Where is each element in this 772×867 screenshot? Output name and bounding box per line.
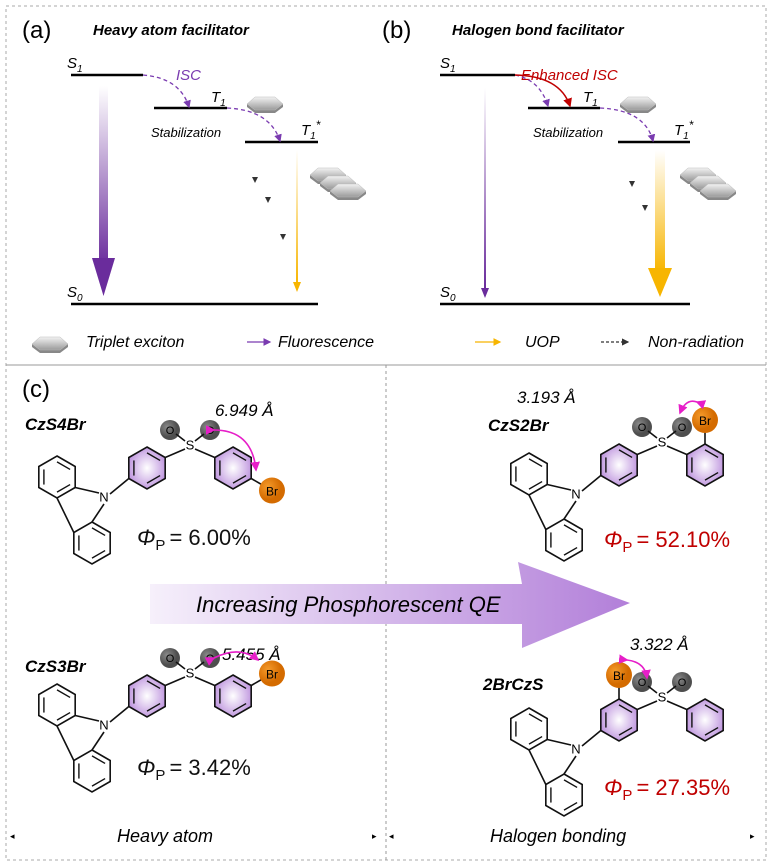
legend-fluorescence-label: Fluorescence xyxy=(278,334,374,351)
oxygen-atom-sphere xyxy=(672,417,692,437)
uop-arrow-shaft xyxy=(296,150,298,285)
sulfur-atom: S xyxy=(658,435,667,450)
isc-arrow xyxy=(514,74,550,108)
triplet-exciton-stack-icon xyxy=(309,167,367,200)
distance-arrow xyxy=(205,425,260,472)
enhanced-isc-label: Enhanced ISC xyxy=(521,67,618,84)
molecule-2BrCzS: N SO O Br 2BrCzS 3.322 Å ΦP = 27.35% xyxy=(482,635,730,817)
bromine-atom-sphere xyxy=(258,477,285,504)
oxygen-atom-sphere xyxy=(160,420,180,440)
sulfur-atom: S xyxy=(186,438,195,453)
legend-triplet-label: Triplet exciton xyxy=(86,334,185,351)
t1-label: T1 xyxy=(583,89,598,109)
legend-nonrad-label: Non-radiation xyxy=(648,334,744,351)
nitrogen-atom: N xyxy=(571,742,580,757)
distance-label: 5.455 Å xyxy=(222,645,281,664)
t1star-label: T1* xyxy=(674,118,694,142)
heavy-atom-caption: Heavy atom xyxy=(117,826,213,846)
bromine-atom-label: Br xyxy=(266,668,278,682)
oxygen-atom-sphere xyxy=(632,417,652,437)
stabilization-label: Stabilization xyxy=(533,125,603,140)
increasing-qe-label: Increasing Phosphorescent QE xyxy=(196,592,501,617)
left-range-arrow-right: ▸ xyxy=(372,831,377,841)
quantum-yield: ΦP = 3.42% xyxy=(137,755,251,784)
nitrogen-atom: N xyxy=(99,718,108,733)
fluorescence-arrow-shaft xyxy=(484,88,486,288)
s1-label: S1 xyxy=(440,55,456,75)
sulfur-atom: S xyxy=(186,666,195,681)
legend-triplet-exciton-icon xyxy=(31,336,69,353)
halogen-bonding-caption: Halogen bonding xyxy=(490,826,626,846)
distance-label: 3.193 Å xyxy=(517,388,576,407)
panel-a: (a) Heavy atom facilitator S1 T1 T1* S0 … xyxy=(22,17,367,306)
distance-label: 6.949 Å xyxy=(215,401,274,420)
distance-label: 3.322 Å xyxy=(630,635,689,654)
molecule-name: CzS4Br xyxy=(25,415,87,434)
isc-label: ISC xyxy=(176,67,201,84)
right-range-arrow-left: ◂ xyxy=(389,831,394,841)
oxygen-atom-label: O xyxy=(638,422,647,434)
s0-label: S0 xyxy=(67,284,83,304)
s1-label: S1 xyxy=(67,55,83,75)
oxygen-atom-label: O xyxy=(678,677,687,689)
quantum-yield: ΦP = 52.10% xyxy=(604,527,730,556)
oxygen-atom-label: O xyxy=(206,425,215,437)
oxygen-atom-label: O xyxy=(206,653,215,665)
enhanced-isc-arrow xyxy=(514,74,572,108)
bromine-atom-sphere xyxy=(258,660,285,687)
increasing-qe-arrow xyxy=(150,562,630,648)
oxygen-atom-label: O xyxy=(638,677,647,689)
molecule-CzS4Br: N SO O Br CzS4Br 6.949 Å ΦP = 6.00% xyxy=(25,401,285,565)
left-range-arrow-left: ◂ xyxy=(10,831,15,841)
panel-b-label: (b) xyxy=(382,17,411,44)
molecule-name: CzS3Br xyxy=(25,657,87,676)
oxygen-atom-label: O xyxy=(166,653,175,665)
fluorescence-arrow-shaft xyxy=(99,86,108,266)
panel-b: (b) Halogen bond facilitator S1 T1 T1* S… xyxy=(382,17,737,306)
molecule-name: 2BrCzS xyxy=(482,675,544,694)
molecule-CzS3Br: N SO O Br CzS3Br 5.455 Å ΦP = 3.42% xyxy=(25,645,285,793)
nitrogen-atom: N xyxy=(99,490,108,505)
stabilization-arrow xyxy=(226,107,282,143)
triplet-exciton-icon xyxy=(619,96,657,113)
panel-a-label: (a) xyxy=(22,17,51,44)
uop-arrow-head xyxy=(293,282,301,292)
quantum-yield: ΦP = 27.35% xyxy=(604,775,730,804)
panel-b-title: Halogen bond facilitator xyxy=(452,22,625,39)
uop-arrow-head xyxy=(648,268,672,297)
distance-arrow xyxy=(678,400,707,415)
oxygen-atom-sphere xyxy=(160,648,180,668)
molecule-name: CzS2Br xyxy=(488,416,550,435)
fluorescence-arrow-head xyxy=(481,288,489,298)
fluorescence-arrow-head xyxy=(92,258,115,296)
legend: Triplet exciton Fluorescence UOP Non-rad… xyxy=(31,334,744,353)
uop-arrow-shaft xyxy=(655,150,665,272)
legend-uop-label: UOP xyxy=(525,334,560,351)
bromine-atom-label: Br xyxy=(699,414,711,428)
stabilization-label: Stabilization xyxy=(151,125,221,140)
t1star-label: T1* xyxy=(301,118,321,142)
s0-label: S0 xyxy=(440,284,456,304)
stabilization-arrow xyxy=(599,107,656,143)
quantum-yield: ΦP = 6.00% xyxy=(137,525,251,554)
bromine-atom-label: Br xyxy=(613,669,625,683)
isc-arrow xyxy=(142,74,191,109)
oxygen-atom-label: O xyxy=(678,422,687,434)
triplet-exciton-stack-icon xyxy=(679,167,737,200)
triplet-exciton-icon xyxy=(246,96,284,113)
t1-label: T1 xyxy=(211,89,226,109)
distance-arrow xyxy=(618,654,651,680)
molecule-CzS2Br: N SO O Br CzS2Br 3.193 Å ΦP = 52.10% xyxy=(488,388,730,562)
oxygen-atom-label: O xyxy=(166,425,175,437)
nitrogen-atom: N xyxy=(571,487,580,502)
distance-arrow xyxy=(204,651,260,666)
sulfur-atom: S xyxy=(658,690,667,705)
panel-a-title: Heavy atom facilitator xyxy=(93,22,250,39)
right-range-arrow-right: ▸ xyxy=(750,831,755,841)
panel-c-label: (c) xyxy=(22,376,50,403)
bromine-atom-label: Br xyxy=(266,485,278,499)
panel-c: (c) Increasing Phosphorescent QE NSO OBrC… xyxy=(10,376,755,846)
oxygen-atom-sphere xyxy=(672,672,692,692)
